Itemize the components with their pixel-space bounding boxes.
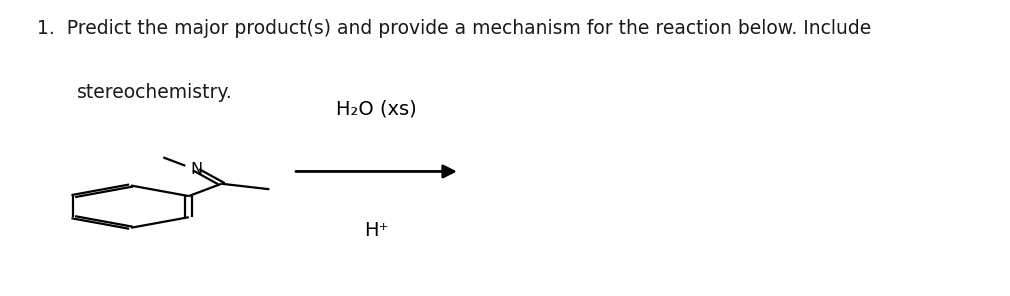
Text: N: N [190, 162, 202, 177]
Text: 1.  Predict the major product(s) and provide a mechanism for the reaction below.: 1. Predict the major product(s) and prov… [36, 19, 871, 38]
Text: H₂O (xs): H₂O (xs) [336, 100, 417, 119]
Text: stereochemistry.: stereochemistry. [78, 83, 233, 102]
Text: H⁺: H⁺ [364, 221, 389, 240]
